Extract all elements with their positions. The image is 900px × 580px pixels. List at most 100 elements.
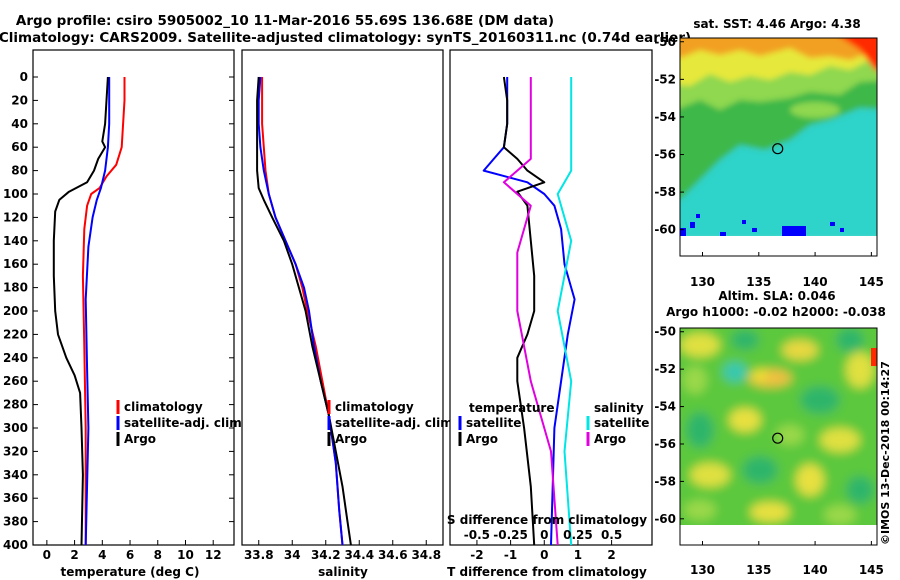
x-tick-label: 34.4 [344, 548, 374, 562]
legend-t-satellite: satellite [466, 416, 521, 430]
y-tick-label: 160 [3, 257, 28, 271]
map-x-tick-label: 140 [803, 563, 828, 577]
map-y-tick-label: -58 [654, 474, 676, 488]
series-line-satellite-adj-clim- [84, 77, 111, 546]
s-tick-label: 0.25 [563, 528, 593, 542]
x-tick-label: 34.6 [378, 548, 408, 562]
x-tick-label: 34.8 [411, 548, 441, 562]
map-y-tick-label: -56 [654, 437, 676, 451]
s-tick-label: -0.25 [493, 528, 528, 542]
x-tick-label: 6 [126, 548, 134, 562]
legend-climatology: climatology [335, 400, 414, 414]
y-tick-label: 260 [3, 374, 28, 388]
argo-location-marker [772, 143, 784, 155]
temperature-axes [32, 49, 235, 546]
y-tick-label: 80 [11, 164, 28, 178]
legend-climatology: climatology [124, 400, 203, 414]
legend-argo: Argo [335, 432, 367, 446]
y-tick-label: 120 [3, 210, 28, 224]
x-tick-label: 34 [284, 548, 301, 562]
series-line-s-argo [502, 77, 559, 546]
legend-salinity-title: salinity [594, 401, 644, 415]
s-difference-label: S difference from climatology [447, 513, 647, 527]
y-tick-label: 240 [3, 351, 28, 365]
x-tick-label: 33.8 [244, 548, 274, 562]
map-x-tick-label: 140 [803, 275, 828, 289]
x-tick-label: 12 [205, 548, 222, 562]
map-y-tick-label: -50 [654, 35, 676, 49]
legend-satellite: satellite-adj. clim. [335, 416, 457, 430]
legend-s-satellite: satellite [594, 416, 649, 430]
series-line-s-satellite [556, 77, 573, 546]
x-tick-label: 4 [98, 548, 106, 562]
title-line2: Climatology: CARS2009. Satellite-adjuste… [0, 30, 691, 46]
map-x-tick-label: 135 [746, 275, 771, 289]
y-tick-label: 140 [3, 234, 28, 248]
salinity-axes [241, 49, 444, 546]
y-tick-label: 200 [3, 304, 28, 318]
series-line-t-argo [502, 76, 546, 546]
t-difference-xlabel: T difference from climatology [447, 565, 647, 579]
y-tick-label: 360 [3, 491, 28, 505]
sla-map-frame [679, 327, 878, 546]
x-tick-label: 2 [70, 548, 78, 562]
map-x-tick-label: 130 [690, 275, 715, 289]
y-tick-label: 0 [20, 70, 28, 84]
y-tick-label: 180 [3, 281, 28, 295]
temperature-legend: climatology satellite-adj. clim. Argo [116, 400, 246, 446]
sla-map: Altim. SLA: 0.046 Argo h1000: -0.02 h200… [654, 289, 886, 577]
series-line-climatology [81, 77, 126, 545]
map-x-tick-label: 130 [690, 563, 715, 577]
y-tick-label: 280 [3, 398, 28, 412]
temperature-panel: climatology satellite-adj. clim. Argo 0 2… [3, 49, 652, 579]
x-tick-label: 0 [540, 548, 548, 562]
map-y-tick-label: -52 [654, 72, 676, 86]
y-tick-label: 400 [3, 538, 28, 552]
sst-map-frame [679, 37, 878, 257]
map-x-tick-label: 145 [859, 563, 884, 577]
y-tick-label: 340 [3, 468, 28, 482]
x-tick-label: 8 [154, 548, 162, 562]
map-y-tick-label: -56 [654, 148, 676, 162]
difference-axes [449, 49, 653, 546]
y-tick-label: 60 [11, 140, 28, 154]
title-line1: Argo profile: csiro 5905002_10 11-Mar-20… [16, 13, 554, 29]
series-line-argo [52, 76, 109, 546]
map-y-tick-label: -54 [654, 400, 676, 414]
y-tick-label: 380 [3, 515, 28, 529]
map-y-tick-label: -50 [654, 325, 676, 339]
legend-temperature-title: temperature [469, 401, 554, 415]
s-tick-label: -0.5 [464, 528, 490, 542]
legend-t-argo: Argo [466, 432, 498, 446]
map-y-tick-label: -54 [654, 110, 676, 124]
argo-location-marker [772, 432, 784, 444]
y-tick-label: 100 [3, 187, 28, 201]
sla-field [680, 328, 877, 525]
timestamp-watermark: ©IMOS 13-Dec-2018 00:14:27 [879, 361, 892, 545]
x-tick-label: -1 [504, 548, 517, 562]
s-tick-label: 0.5 [601, 528, 622, 542]
sst-map: sat. SST: 4.46 Argo: 4.38 -50 -52 -54 -56 -5… [654, 17, 884, 289]
x-tick-label: 2 [607, 548, 615, 562]
temperature-xlabel: temperature (deg C) [61, 565, 200, 579]
sla-map-title: Altim. SLA: 0.046 [718, 289, 835, 303]
difference-panel: temperature satellite Argo salinity sate… [447, 49, 653, 579]
series-line-argo [256, 76, 352, 546]
map-y-tick-label: -60 [654, 512, 676, 526]
sst-field [680, 38, 877, 236]
y-tick-label: 40 [11, 117, 28, 131]
y-tick-label: 220 [3, 327, 28, 341]
sla-map-subtitle: Argo h1000: -0.02 h2000: -0.038 [666, 305, 886, 319]
y-tick-label: 320 [3, 444, 28, 458]
map-x-tick-label: 145 [859, 275, 884, 289]
difference-legend: temperature satellite Argo salinity sate… [458, 401, 649, 446]
x-tick-label: 10 [177, 548, 194, 562]
legend-argo: Argo [124, 432, 156, 446]
x-tick-label: 0 [43, 548, 51, 562]
x-tick-label: 1 [574, 548, 582, 562]
map-y-tick-label: -60 [654, 223, 676, 237]
y-tick-label: 300 [3, 421, 28, 435]
map-y-tick-label: -58 [654, 185, 676, 199]
legend-satellite: satellite-adj. clim. [124, 416, 246, 430]
